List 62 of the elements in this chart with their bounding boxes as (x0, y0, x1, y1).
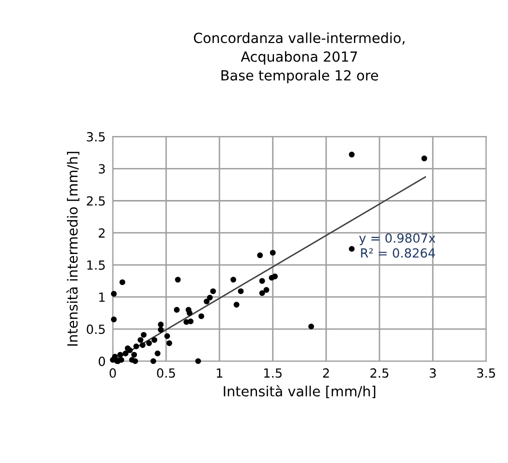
point (166, 340, 172, 346)
point (150, 358, 156, 364)
point (132, 358, 138, 364)
x-tick-label: 1 (216, 368, 222, 378)
point (198, 313, 204, 320)
x-tick-label: 3.5 (477, 368, 496, 378)
x-tick-label: 0.5 (157, 368, 175, 378)
point (133, 343, 140, 350)
point (164, 333, 170, 340)
point (186, 310, 192, 316)
point (238, 288, 244, 294)
x-tick-label: 1.5 (264, 368, 282, 378)
point (158, 326, 164, 333)
x-tick-label: 2 (323, 368, 329, 378)
x-tick-label: 2.5 (370, 368, 388, 378)
y-tick-label: 0 (98, 356, 105, 366)
point (206, 294, 213, 301)
point (348, 246, 355, 252)
point (174, 276, 181, 283)
point (421, 156, 428, 162)
x-tick-label: 3 (430, 368, 436, 378)
point (183, 319, 190, 325)
point (146, 340, 152, 346)
point (119, 279, 126, 286)
point (272, 274, 278, 280)
y-tick-label: 1 (99, 292, 105, 302)
y-tick-label: 3 (98, 164, 105, 174)
point (122, 350, 128, 356)
point (174, 306, 180, 313)
y-tick-label: 2.5 (86, 196, 105, 206)
point (204, 298, 210, 304)
point (140, 332, 147, 338)
y-tick-label: 2 (98, 228, 105, 238)
point (234, 302, 240, 308)
point (138, 337, 144, 343)
point (188, 318, 194, 324)
x-tick-label: 0 (110, 368, 116, 378)
point (210, 288, 216, 294)
point (154, 350, 160, 356)
point (117, 352, 124, 358)
point (259, 290, 266, 296)
chart-title: Concordanza valle-intermedio, Acquabona 2017 Base temporale 12 ore (194, 32, 404, 84)
annotation: y = 0.9807x R² = 0.8264 (359, 233, 436, 258)
point (230, 276, 236, 283)
point (348, 152, 355, 158)
point (110, 316, 117, 322)
y-tick-label: 1.5 (87, 260, 105, 270)
point (270, 250, 276, 256)
point (110, 290, 117, 297)
y-axis-title: Intensità intermedio [mm/h] (66, 152, 80, 346)
point (131, 352, 138, 358)
point (195, 358, 202, 364)
point (158, 322, 164, 328)
point (140, 342, 146, 348)
point (259, 278, 266, 284)
point (151, 337, 158, 343)
point (257, 252, 263, 258)
x-axis-title: Intensità valle [mm/h] (224, 385, 376, 398)
point (264, 287, 270, 293)
y-tick-label: 3.5 (86, 132, 105, 142)
point (308, 324, 314, 330)
y-tick-label: 0.5 (86, 324, 105, 334)
